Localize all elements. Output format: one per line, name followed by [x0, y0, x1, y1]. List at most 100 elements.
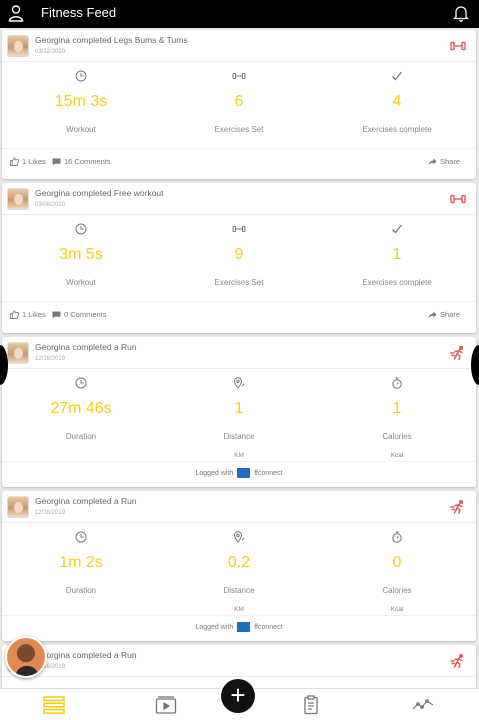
stat: 15m 3s Workout: [2, 62, 160, 134]
stat-label: Distance: [223, 432, 255, 441]
card-header: Georgina completed Free workout 03/06/20…: [2, 183, 476, 215]
avatar[interactable]: [7, 342, 29, 364]
card-stats: 15m 3s Workout 6 Exercises Set 4 Exercis…: [2, 62, 476, 148]
stat-value: 15m 3s: [54, 93, 108, 110]
comments-count: 16 Comments: [64, 157, 111, 166]
stat-value: 3m 5s: [59, 246, 103, 263]
stat-unit: KM: [234, 606, 244, 613]
like-button[interactable]: 1 Likes: [10, 310, 46, 319]
stopwatch-icon: [392, 377, 402, 389]
card-title: Georgina completed a Run: [35, 496, 137, 506]
stopwatch-icon: [392, 531, 402, 543]
clock-icon: [75, 70, 87, 82]
comments-button[interactable]: 16 Comments: [52, 157, 111, 166]
share-button[interactable]: Share: [428, 157, 460, 166]
stat: 0.2 Distance KM: [160, 523, 318, 613]
stat-label: Duration: [65, 586, 97, 595]
stat-value: 0: [392, 554, 402, 571]
card-date: 03/12/2020: [35, 49, 66, 55]
share-label: Share: [439, 310, 460, 319]
dumbbell-icon: [232, 73, 246, 79]
stat-label: Duration: [65, 432, 97, 441]
check-icon: [392, 71, 403, 81]
card-stats: 27m 46s Duration 1 Distance KM 1 Calorie…: [2, 369, 476, 461]
stat-value: 0.2: [227, 554, 251, 571]
stat-value: 27m 46s: [50, 400, 112, 417]
card-title: Georgina completed Legs Bums & Tums: [35, 35, 188, 45]
stat-label: Workout: [66, 125, 96, 134]
card-title: Georgina completed Free workout: [35, 188, 164, 198]
runner-icon: [450, 654, 463, 668]
share-icon: [428, 310, 437, 318]
stat: 4 Exercises complete: [318, 62, 476, 134]
avatar[interactable]: [7, 496, 29, 518]
ffconnect-logo-icon: [237, 468, 251, 478]
card-date: 12/16/2019: [35, 510, 66, 516]
dumbbell-icon: [450, 41, 466, 51]
video-icon[interactable]: [155, 695, 177, 715]
share-label: Share: [439, 157, 460, 166]
logged-app-name: ffconnect: [254, 469, 283, 477]
card-header: Georgina completed Legs Bums & Tums 03/1…: [2, 30, 476, 62]
share-button[interactable]: Share: [428, 310, 460, 319]
card-title: Georgina completed a Run: [35, 650, 137, 660]
comments-button[interactable]: 0 Comments: [52, 310, 107, 319]
clipboard-icon[interactable]: [300, 695, 322, 715]
avatar[interactable]: [7, 188, 29, 210]
feed-list[interactable]: Georgina completed Legs Bums & Tums 03/1…: [0, 28, 479, 688]
avatar[interactable]: [7, 35, 29, 57]
stat: 6 Exercises Set: [160, 62, 318, 134]
feed-card[interactable]: Georgina completed Legs Bums & Tums 03/1…: [2, 30, 476, 179]
likes-count: 1 Likes: [22, 310, 46, 319]
card-footer: 1 Likes 0 Comments Share: [2, 301, 476, 325]
card-footer: 1 Likes 16 Comments Share: [2, 148, 476, 172]
comments-count: 0 Comments: [64, 310, 107, 319]
feed-card[interactable]: Georgina completed a Run 12/16/2019 27m …: [2, 337, 476, 487]
stat-value: 1: [234, 400, 244, 417]
card-footer: Logged with ffconnect: [2, 615, 476, 639]
feed-card[interactable]: Georgina completed Free workout 03/06/20…: [2, 183, 476, 333]
user-icon[interactable]: [8, 4, 24, 22]
stat-value: 1m 2s: [59, 554, 103, 571]
runner-icon: [450, 500, 463, 514]
map-pin-icon: [233, 531, 245, 543]
logged-with: Logged with ffconnect: [2, 622, 476, 632]
card-footer: Logged with ffconnect: [2, 461, 476, 485]
clock-icon: [75, 531, 87, 543]
runner-icon: [450, 346, 463, 360]
stat: 3m 5s Workout: [2, 215, 160, 287]
like-button[interactable]: 1 Likes: [10, 157, 46, 166]
stat: 9 Exercises Set: [160, 215, 318, 287]
stat-label: Exercises Set: [214, 278, 264, 287]
card-title: Georgina completed a Run: [35, 342, 137, 352]
thumbs-up-icon: [10, 310, 19, 319]
stat: 1 Calories Kcal: [318, 369, 476, 459]
card-header: Georgina completed a Run 12/16/2019: [2, 645, 476, 677]
bell-icon[interactable]: [453, 4, 469, 22]
page-title: Fitness Feed: [41, 5, 117, 20]
feed-list-icon[interactable]: [43, 695, 65, 715]
stat: 1 Exercises complete: [318, 215, 476, 287]
left-edge-dot: [0, 345, 8, 385]
stat: 1 Distance KM: [160, 369, 318, 459]
add-activity-button[interactable]: +: [221, 679, 255, 713]
stat-value: 9: [234, 246, 244, 263]
stat-label: Distance: [223, 586, 255, 595]
feed-card[interactable]: Georgina completed a Run 12/16/2019 1m 2…: [2, 491, 476, 641]
dumbbell-icon: [232, 226, 246, 232]
stat-value: 1: [392, 400, 402, 417]
comment-icon: [52, 310, 61, 319]
stats-line-icon[interactable]: [412, 695, 434, 715]
card-date: 12/16/2019: [35, 356, 66, 362]
clock-icon: [75, 223, 87, 235]
ffconnect-logo-icon: [237, 622, 251, 632]
comment-icon: [52, 157, 61, 166]
stat: 0 Calories Kcal: [318, 523, 476, 613]
thumbs-up-icon: [10, 157, 19, 166]
floating-profile-avatar[interactable]: [5, 636, 47, 678]
stat-label: Exercises Set: [214, 125, 264, 134]
stat-value: 4: [392, 93, 402, 110]
card-header: Georgina completed a Run 12/16/2019: [2, 491, 476, 523]
logged-with-label: Logged with: [195, 623, 234, 631]
stat: 1m 2s Duration: [2, 523, 160, 595]
